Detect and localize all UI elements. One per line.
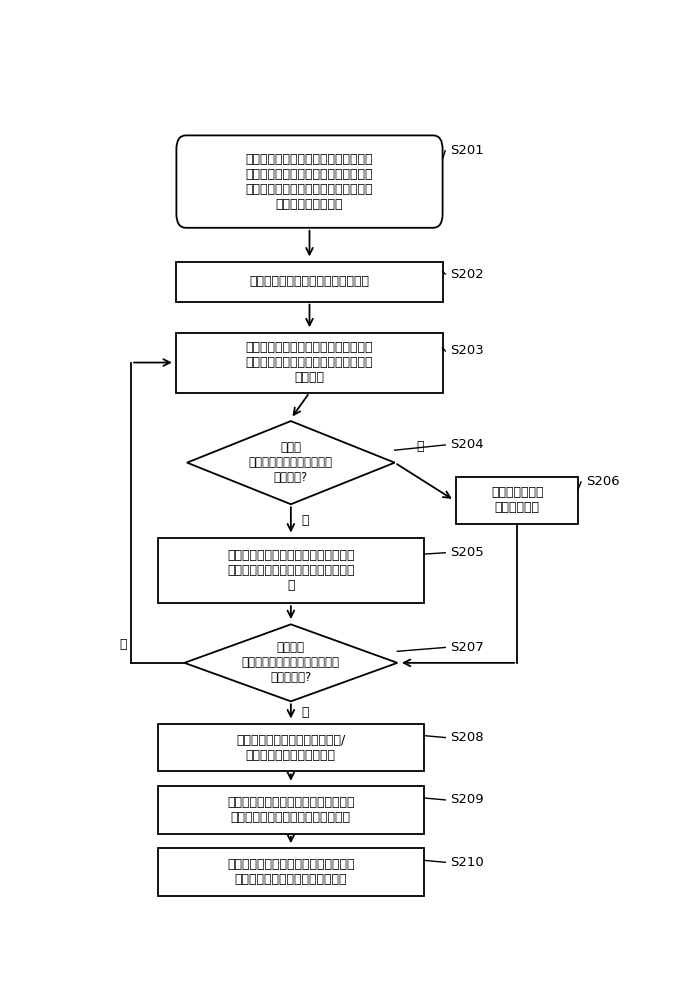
Text: 将一组预设参数配置至所述出价模型: 将一组预设参数配置至所述出价模型: [249, 275, 370, 288]
FancyBboxPatch shape: [177, 135, 442, 228]
Bar: [158, 786, 424, 834]
Text: 丢弃所述出价操
作的日志数据: 丢弃所述出价操 作的日志数据: [491, 486, 543, 514]
Text: 否: 否: [120, 638, 127, 651]
Text: 确定所述关键绩效指标的最大值对应的
所述预设参数，以作为所述最优参数: 确定所述关键绩效指标的最大值对应的 所述预设参数，以作为所述最优参数: [227, 796, 354, 824]
Text: 否: 否: [416, 440, 424, 453]
Text: S203: S203: [451, 344, 484, 358]
Text: 利用配置所述最优参数的所述出价模型
对竞价请求的至少一部分进行出价: 利用配置所述最优参数的所述出价模型 对竞价请求的至少一部分进行出价: [227, 858, 354, 886]
Text: 保留所述出价操作的日志数据，作为获
胜数据，每一获胜数据对应一个预设参
数: 保留所述出价操作的日志数据，作为获 胜数据，每一获胜数据对应一个预设参 数: [227, 549, 354, 592]
Text: S201: S201: [451, 144, 484, 157]
Bar: [158, 724, 424, 771]
Text: 确定预算比例，所述预算比例为针对所
述业务类型的历史竞价获胜流量与所有
历史流量的比值，所述预算比例与总预
算的乘积为出价预算: 确定预算比例，所述预算比例为针对所 述业务类型的历史竞价获胜流量与所有 历史流量…: [246, 153, 373, 211]
Text: S204: S204: [451, 438, 484, 451]
Polygon shape: [184, 624, 397, 701]
Text: S209: S209: [451, 793, 484, 806]
Bar: [158, 538, 424, 603]
Bar: [158, 848, 424, 896]
Text: S208: S208: [451, 731, 484, 744]
Text: S210: S210: [451, 856, 484, 869]
Bar: [177, 262, 442, 302]
Text: S205: S205: [451, 546, 484, 559]
Text: 出价大
于等于所述预设训练数据中
的成交价?: 出价大 于等于所述预设训练数据中 的成交价?: [249, 441, 333, 484]
Text: 基于所述获胜数据中的点击量和/
或转化量计算关键绩效指标: 基于所述获胜数据中的点击量和/ 或转化量计算关键绩效指标: [236, 734, 346, 762]
Polygon shape: [187, 421, 395, 504]
Text: 遍历完成
多组预设参数或所有出价总和达
到出价预算?: 遍历完成 多组预设参数或所有出价总和达 到出价预算?: [242, 641, 340, 684]
Text: S207: S207: [451, 641, 484, 654]
Text: 采用配置有所述预设参数的出价模型以
及所述预设训练数据进行出价操作，以
得到出价: 采用配置有所述预设参数的出价模型以 及所述预设训练数据进行出价操作，以 得到出价: [246, 341, 373, 384]
Text: 是: 是: [302, 514, 309, 527]
Text: S206: S206: [587, 475, 620, 488]
Bar: [177, 333, 442, 393]
Bar: [456, 477, 578, 524]
Text: 是: 是: [302, 706, 309, 719]
Text: S202: S202: [451, 267, 484, 280]
